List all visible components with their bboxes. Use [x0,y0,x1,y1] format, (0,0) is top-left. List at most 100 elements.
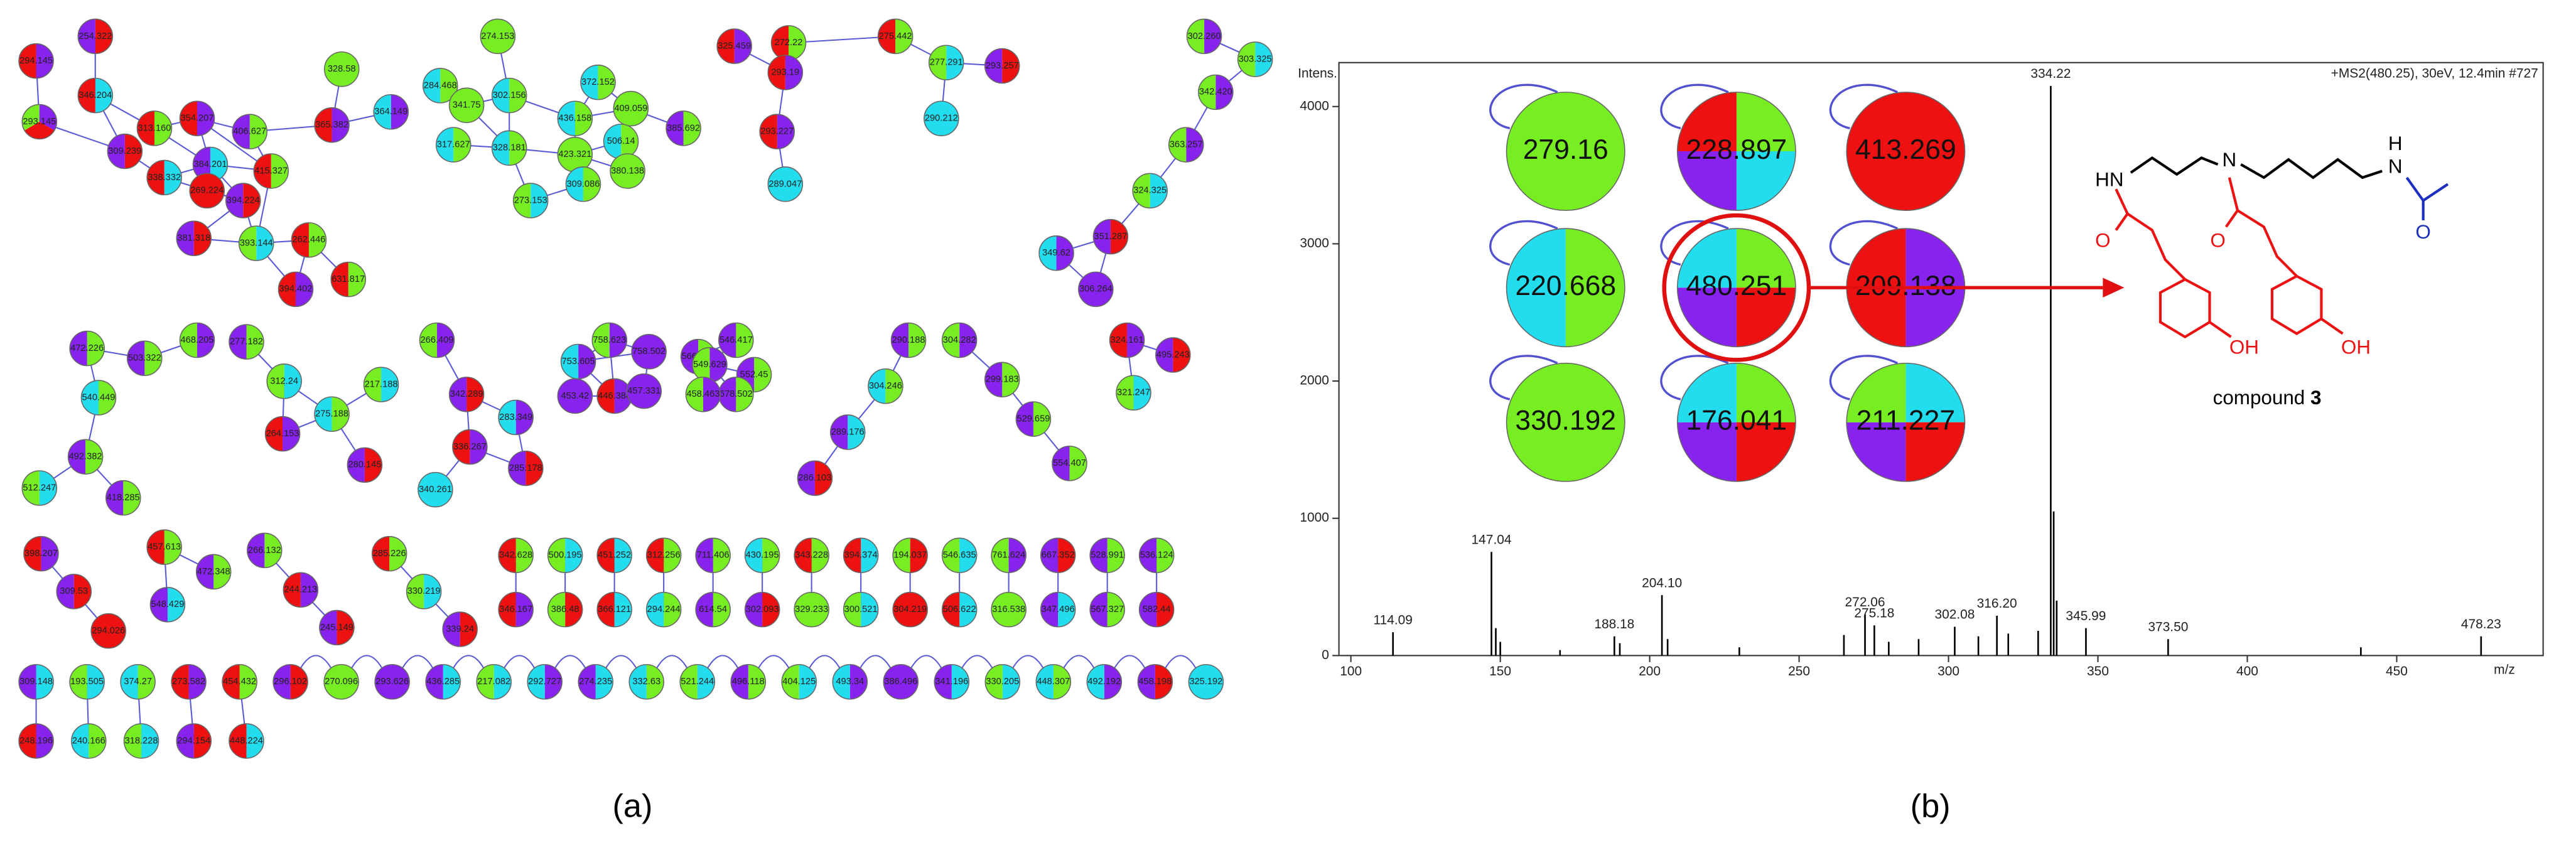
pie-slice [1155,338,1173,372]
node-label: 454.432 [223,677,256,687]
pie-slice [629,664,647,699]
pie-slice [1056,235,1074,271]
node-label: 341.196 [935,677,968,687]
edge [554,655,586,669]
pie-slice [419,323,438,358]
pie-slice [583,166,601,201]
node-label: 299.183 [986,375,1019,385]
pie-slice [908,323,926,358]
edge [1062,655,1096,669]
pie-slice [107,134,125,169]
node-outline [557,378,593,414]
pie-slice [39,471,57,505]
pie-slice [610,153,645,188]
node-outline [176,220,212,256]
edge [655,655,688,669]
node-outline [527,663,563,700]
pie-slice [452,429,470,464]
pie-slice [731,664,748,699]
node-outline [1846,362,1966,482]
pie-slice [1215,75,1233,110]
node-outline [1089,537,1125,574]
pie-slice [91,613,126,648]
pie-slice [515,592,534,627]
inset-node-label: 211.227 [1857,405,1955,436]
node-label: 536.124 [1140,550,1173,561]
pie-slice [1198,75,1216,110]
node-outline [21,470,58,506]
node-outline [314,396,350,432]
inset-node-label: 209.138 [1855,271,1956,301]
pie-slice [273,664,291,699]
node-label: 254.322 [78,31,112,41]
pie-slice [176,221,194,256]
pie-slice [315,107,332,142]
pie-slice [1110,219,1128,254]
pie-slice [137,664,156,699]
edge [757,655,790,669]
pie-slice [1677,151,1737,211]
inset-node-label: 176.041 [1686,405,1787,436]
node-label: 325.459 [718,41,751,51]
pie-slice [843,592,861,627]
pie-slice [509,78,527,113]
pie-slice [1002,664,1020,699]
edge [808,655,841,669]
node-label: 248.196 [19,736,53,746]
pie-slice [95,19,113,54]
node-outline [868,368,903,404]
node-label: 312.256 [647,550,681,561]
pie-slice [614,538,632,573]
node-label: 289.176 [831,427,865,437]
pie-slice [70,664,87,699]
node-label: 342.420 [1199,87,1232,97]
node-outline [890,322,927,358]
pie-slice [239,664,257,699]
peak-label: 147.04 [1472,533,1512,547]
node-outline [892,537,928,574]
pie-slice [381,367,399,402]
pie-slice [254,153,271,188]
pie-slice [885,368,903,404]
pie-slice [946,45,964,80]
node-label: 554.407 [1053,458,1086,468]
pie-slice [692,347,710,382]
node-label: 492.192 [1087,677,1121,687]
node-outline [759,114,795,149]
pie-slice [848,415,865,449]
pie-slice [646,664,664,699]
pie-slice [426,664,443,699]
node-label: 528.991 [1091,550,1124,561]
pie-slice [942,538,960,573]
edge [350,655,383,669]
pie-slice [372,536,390,571]
node-outline [508,450,544,486]
node-label: 329.233 [795,604,828,615]
node-label: 266.132 [248,545,281,556]
pie-slice [291,222,309,257]
node-outline [767,166,804,202]
pie-slice [296,272,313,307]
pie-slice [348,262,366,297]
node-outline [1138,591,1175,628]
pie-slice [1204,19,1222,54]
node-outline [744,591,780,628]
pie-slice [150,587,168,622]
self-loop [1829,220,1899,266]
node-label: 503.322 [128,353,161,363]
node-outline [278,271,314,308]
x-tick-label: 200 [1639,664,1661,679]
pie-slice [745,592,763,627]
peak-label: 204.10 [1642,576,1682,590]
pie-slice [498,400,516,435]
node-label: 324.161 [1111,335,1144,345]
pie-slice [283,572,301,608]
node-outline [127,340,163,377]
node-outline [423,68,458,104]
node-outline [107,133,143,169]
node-outline [264,416,301,452]
node-label: 293.227 [760,127,794,137]
pie-slice [627,373,662,409]
node-outline [941,591,978,628]
